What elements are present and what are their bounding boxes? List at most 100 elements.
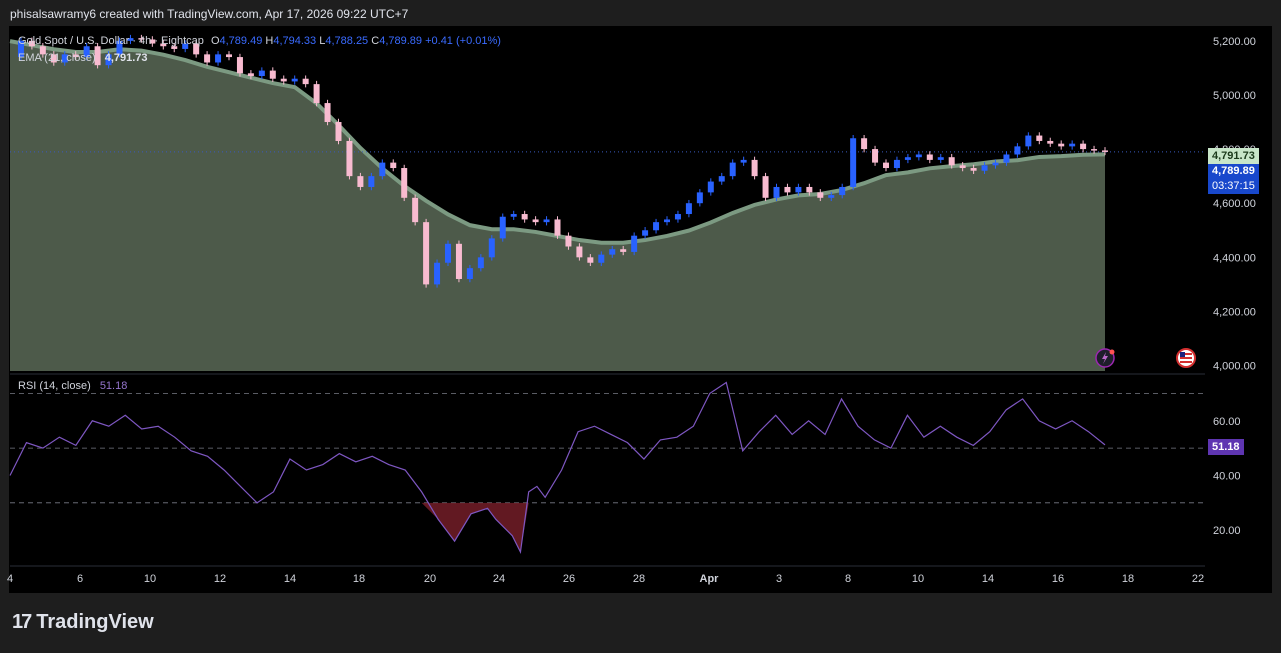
candle: [412, 194, 419, 226]
tradingview-wordmark: TradingView: [36, 611, 154, 633]
candle: [258, 67, 265, 80]
ema-value: 4,791.73: [104, 52, 148, 64]
close-label: C: [371, 35, 380, 47]
candle: [981, 162, 988, 174]
time-tick-label: 12: [214, 573, 226, 585]
candle: [510, 210, 517, 220]
candle: [664, 216, 670, 226]
time-tick-label: 16: [1052, 573, 1064, 585]
time-tick-label: 20: [424, 573, 436, 585]
candle: [948, 153, 955, 169]
time-tick-label: 22: [1192, 573, 1204, 585]
candle: [357, 172, 364, 191]
candle: [576, 243, 583, 261]
price-tick-label: 4,600.00: [1213, 198, 1256, 210]
price-tick-label: 5,000.00: [1213, 90, 1256, 102]
symbol-legend[interactable]: Gold Spot / U.S. Dollar · 4h · Eightcap …: [18, 35, 501, 47]
candle: [423, 218, 430, 288]
time-tick-label: 6: [77, 573, 83, 585]
price-tick-label: 4,400.00: [1213, 252, 1256, 264]
candle: [499, 213, 506, 242]
ema-legend[interactable]: EMA (21, close) 4,791.73: [18, 52, 148, 64]
candle: [116, 37, 123, 58]
candle: [247, 70, 254, 80]
rsi-tag: 51.18: [1208, 439, 1244, 455]
high-value: 4,794.33: [273, 35, 317, 47]
symbol-title: Gold Spot / U.S. Dollar · 4h · Eightcap: [18, 35, 204, 47]
candle: [609, 245, 616, 258]
candle: [784, 183, 791, 196]
candle: [324, 99, 331, 126]
candle: [1091, 145, 1098, 154]
candle: [83, 42, 90, 61]
candle: [707, 178, 714, 196]
tradingview-logo[interactable]: 17 TradingView: [12, 611, 154, 634]
time-axis[interactable]: 4 6 10 12 14 18 20 24 26 28 Apr 3 8 10 14 16 18 22: [7, 565, 1205, 585]
candle: [488, 235, 495, 261]
candle: [138, 34, 145, 43]
candle: [1047, 137, 1054, 147]
candle: [532, 216, 539, 226]
candle: [970, 164, 977, 174]
candle: [915, 151, 922, 161]
candle: [1014, 143, 1021, 158]
lightning-icon[interactable]: [1095, 348, 1115, 368]
candle: [674, 210, 681, 223]
us-flag-icon[interactable]: [1176, 348, 1196, 368]
candle: [806, 183, 813, 196]
candle: [893, 156, 900, 172]
low-label: L: [319, 35, 326, 47]
time-tick-label: 8: [845, 573, 851, 585]
close-value: 4,789.89: [379, 35, 423, 47]
rsi-pane: 20.00 40.00 60.00: [9, 373, 1241, 555]
candle: [598, 251, 605, 266]
candle: [105, 51, 112, 69]
price-axis[interactable]: 4,000.004,200.004,400.004,600.004,800.00…: [1213, 36, 1256, 373]
candle: [904, 153, 911, 164]
candle: [653, 218, 660, 234]
candle: [1025, 132, 1032, 150]
candle: [729, 159, 736, 180]
candle: [434, 259, 441, 288]
candle: [401, 164, 408, 202]
candle: [521, 210, 528, 223]
candle: [1102, 147, 1108, 156]
candle: [1003, 151, 1010, 166]
candle: [379, 159, 386, 180]
chart-icons[interactable]: [1095, 348, 1196, 368]
candle: [762, 172, 769, 202]
candle: [795, 183, 802, 196]
chart-caption: phisalsawramy6 created with TradingView.…: [10, 7, 409, 21]
open-label: O: [210, 35, 220, 47]
candle: [269, 67, 276, 82]
candle: [861, 135, 868, 153]
time-tick-label: 10: [144, 573, 156, 585]
rsi-tick-label: 60.00: [1213, 416, 1241, 428]
candle: [543, 216, 550, 226]
candle: [718, 172, 725, 185]
candle: [620, 245, 627, 256]
candle: [466, 264, 473, 283]
candle: [445, 240, 451, 266]
candle: [773, 183, 780, 202]
ema-series: [9, 39, 1205, 371]
candle: [1058, 140, 1065, 150]
rsi-label: RSI (14, close): [18, 380, 91, 392]
rsi-value: 51.18: [99, 380, 128, 392]
candle: [28, 37, 35, 50]
time-tick-label: 26: [563, 573, 575, 585]
candle: [850, 135, 857, 191]
rsi-legend[interactable]: RSI (14, close) 51.18: [18, 380, 127, 392]
ema-area: [10, 41, 1105, 371]
low-value: 4,788.25: [325, 35, 369, 47]
candle: [883, 159, 889, 172]
candle: [959, 162, 966, 172]
candle: [280, 75, 287, 85]
time-tick-label: 4: [7, 573, 13, 585]
candle: [17, 37, 24, 61]
time-tick-label: 14: [982, 573, 994, 585]
candle: [1069, 140, 1076, 150]
rsi-oversold-fill: [421, 502, 529, 553]
candle: [236, 53, 243, 77]
